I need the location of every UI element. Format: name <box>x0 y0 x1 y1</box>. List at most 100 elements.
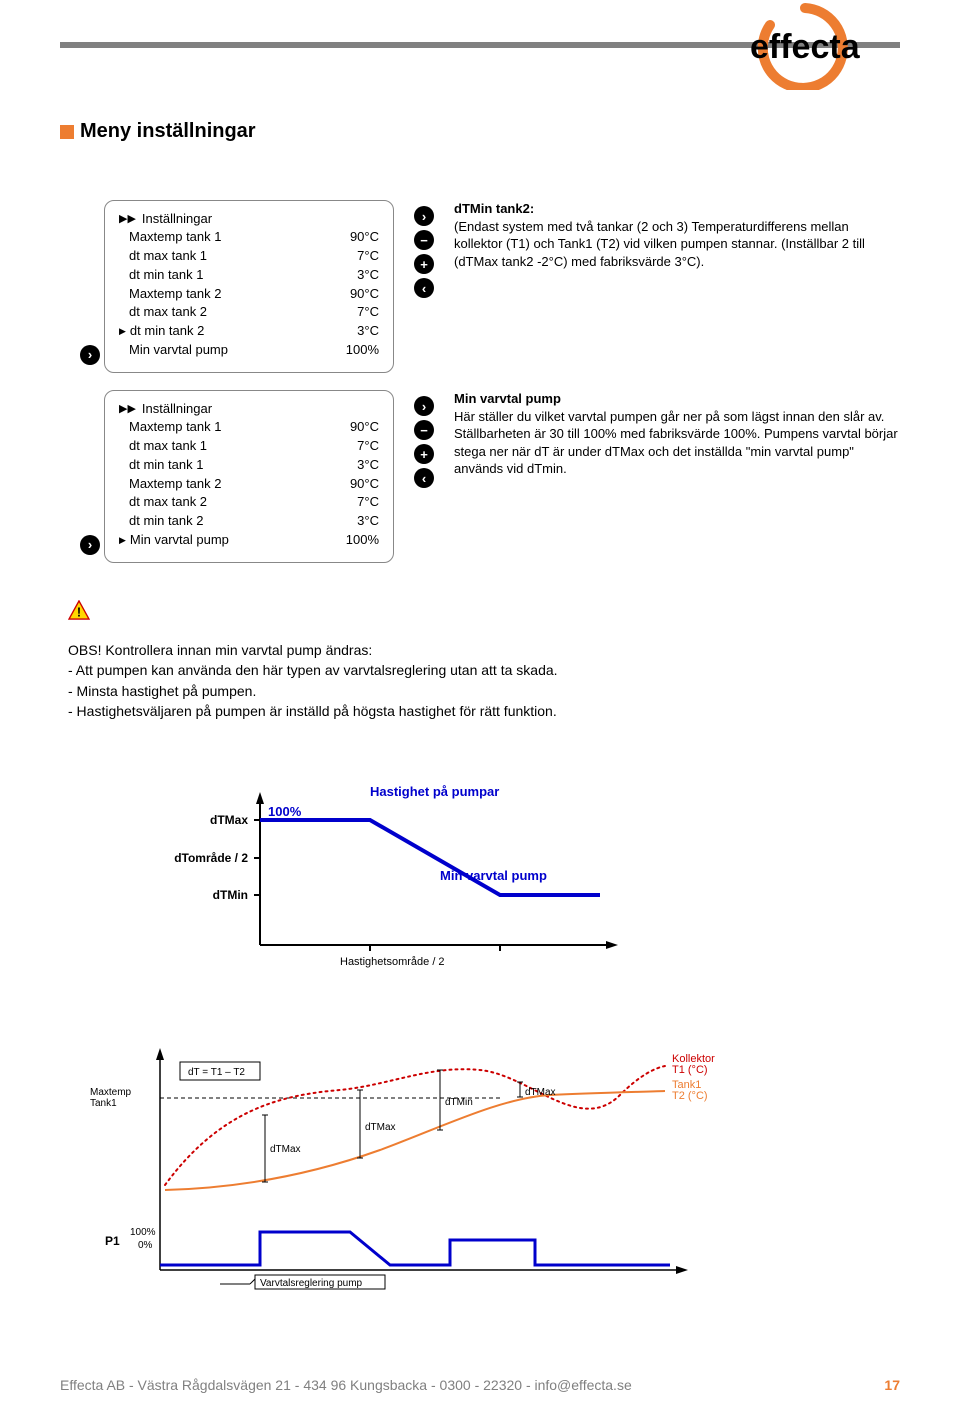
panel-row-value: 90°C <box>350 285 379 304</box>
panel-row-value: 3°C <box>357 266 379 285</box>
panel-row-label: ▶dt min tank 2 <box>119 322 204 341</box>
panel-row-label: Maxtemp tank 1 <box>129 418 222 437</box>
desc-dtmin-tank2: dTMin tank2: (Endast system med två tank… <box>454 200 900 270</box>
panel-row-value: 90°C <box>350 475 379 494</box>
panel-row-label: ▶Min varvtal pump <box>119 531 229 550</box>
panel-row: dt max tank 1 7°C <box>119 437 379 456</box>
pump-regulation-chart: MaxtempTank1 dT = T1 – T2 dTMax dTMax dT… <box>80 1040 730 1300</box>
panel-row: dt min tank 1 3°C <box>119 456 379 475</box>
obs-line2: - Minsta hastighet på pumpen. <box>68 683 256 699</box>
chart1-y100: 100% <box>268 804 302 819</box>
desc-min-varvtal: Min varvtal pump Här ställer du vilket v… <box>454 390 900 478</box>
fast-forward-icon: ▶▶ <box>119 212 136 225</box>
panel-row-value: 100% <box>346 341 379 360</box>
chart2-box-label: dT = T1 – T2 <box>188 1067 245 1078</box>
panel-row: ▶dt min tank 23°C <box>119 322 379 341</box>
panel-row-label: dt min tank 1 <box>129 456 203 475</box>
desc-a-title: dTMin tank2: <box>454 201 534 216</box>
plus-icon[interactable]: + <box>414 444 434 464</box>
chart1-title: Hastighet på pumpar <box>370 784 499 799</box>
chart1-xlabel: Hastighetsområde / 2 <box>340 956 445 968</box>
panel-row-value: 7°C <box>357 437 379 456</box>
chart1-line-label: Min varvtal pump <box>440 868 547 883</box>
panel-row-label: Maxtemp tank 1 <box>129 228 222 247</box>
chevron-left-icon[interactable]: ‹ <box>414 468 434 488</box>
panel-a-left-controls: › <box>80 345 100 373</box>
panel-row-value: 100% <box>346 531 379 550</box>
chart2-dtmax-1: dTMax <box>270 1144 301 1155</box>
panel-row-label: dt max tank 1 <box>129 437 207 456</box>
panel-title: Inställningar <box>142 211 212 226</box>
panel-row: Maxtemp tank 290°C <box>119 285 379 304</box>
chart2-p1-0: 0% <box>138 1240 153 1251</box>
panel-row: dt min tank 2 3°C <box>119 512 379 531</box>
panel-row-label: dt min tank 2 <box>129 512 203 531</box>
warning-icon: ! <box>68 600 90 620</box>
panel-title: Inställningar <box>142 401 212 416</box>
footer-text: Effecta AB - Västra Rågdalsvägen 21 - 43… <box>60 1377 632 1393</box>
row-min-varvtal: › ▶▶InställningarMaxtemp tank 190°Cdt ma… <box>80 390 900 563</box>
desc-b-title: Min varvtal pump <box>454 391 561 406</box>
chevron-right-icon[interactable]: › <box>80 535 100 555</box>
panel-row-label: dt min tank 1 <box>129 266 203 285</box>
chevron-right-icon[interactable]: › <box>414 396 434 416</box>
svg-text:!: ! <box>77 604 81 619</box>
chart1-dtmin: dTMin <box>213 888 248 902</box>
panel-row-value: 7°C <box>357 303 379 322</box>
panel-row: Min varvtal pump 100% <box>119 341 379 360</box>
chart2-p1: P1 <box>105 1234 120 1248</box>
page-footer: Effecta AB - Västra Rågdalsvägen 21 - 43… <box>60 1377 900 1393</box>
panel-row-value: 3°C <box>357 512 379 531</box>
section-bullet-icon <box>60 125 74 139</box>
obs-block: OBS! Kontrollera innan min varvtal pump … <box>68 640 870 721</box>
desc-a-body: (Endast system med två tankar (2 och 3) … <box>454 219 865 269</box>
obs-line3: - Hastighetsväljaren på pumpen är instäl… <box>68 703 557 719</box>
play-icon: ▶ <box>119 325 126 338</box>
panel-row: ▶Min varvtal pump 100% <box>119 531 379 550</box>
chevron-right-icon[interactable]: › <box>80 345 100 365</box>
settings-panel-a: ▶▶InställningarMaxtemp tank 190°Cdt max … <box>104 200 394 373</box>
minus-icon[interactable]: − <box>414 420 434 440</box>
panel-row: dt max tank 1 7°C <box>119 247 379 266</box>
panel-row: Maxtemp tank 190°C <box>119 418 379 437</box>
chart2-p1-100: 100% <box>130 1227 156 1238</box>
panel-a-wrap: › ▶▶InställningarMaxtemp tank 190°Cdt ma… <box>80 200 394 373</box>
chart1-dtmax: dTMax <box>210 813 248 827</box>
settings-panel-b: ▶▶InställningarMaxtemp tank 190°Cdt max … <box>104 390 394 563</box>
play-icon: ▶ <box>119 534 126 547</box>
chart2-tank1: Tank1T2 (°C) <box>672 1079 708 1102</box>
panel-row-value: 7°C <box>357 493 379 512</box>
chevron-left-icon[interactable]: ‹ <box>414 278 434 298</box>
pump-speed-chart: Hastighet på pumpar 100% dTMax dTområde … <box>140 780 660 990</box>
chart2-dtmin: dTMin <box>445 1097 473 1108</box>
chart1-domr: dTområde / 2 <box>174 851 248 865</box>
plus-icon[interactable]: + <box>414 254 434 274</box>
panel-row-label: Maxtemp tank 2 <box>129 475 222 494</box>
minus-icon[interactable]: − <box>414 230 434 250</box>
chart2-maxtemp-label: MaxtempTank1 <box>90 1087 132 1109</box>
panel-row-value: 90°C <box>350 228 379 247</box>
row-dtmin-tank2: › ▶▶InställningarMaxtemp tank 190°Cdt ma… <box>80 200 900 373</box>
panel-row: Maxtemp tank 1 90°C <box>119 228 379 247</box>
panel-row-label: dt max tank 1 <box>129 247 207 266</box>
panel-row-label: Min varvtal pump <box>129 341 228 360</box>
page-number: 17 <box>884 1377 900 1393</box>
panel-row-value: 7°C <box>357 247 379 266</box>
logo-text: effecta <box>750 28 861 66</box>
panel-row: dt min tank 1 3°C <box>119 266 379 285</box>
chevron-right-icon[interactable]: › <box>414 206 434 226</box>
panel-b-wrap: › ▶▶InställningarMaxtemp tank 190°Cdt ma… <box>80 390 394 563</box>
panel-row: dt max tank 2 7°C <box>119 493 379 512</box>
panel-b-left-controls: › <box>80 535 100 563</box>
chart2-kollektor: KollektorT1 (°C) <box>672 1053 715 1076</box>
panel-row-value: 3°C <box>357 456 379 475</box>
panel-row-label: dt max tank 2 <box>129 493 207 512</box>
panel-row: dt max tank 27°C <box>119 303 379 322</box>
fast-forward-icon: ▶▶ <box>119 402 136 415</box>
panel-header: ▶▶ Inställningar <box>119 211 379 226</box>
section-title-text: Meny inställningar <box>80 120 256 142</box>
panel-header: ▶▶ Inställningar <box>119 401 379 416</box>
obs-line1: - Att pumpen kan använda den här typen a… <box>68 662 558 678</box>
panel-row: Maxtemp tank 2 90°C <box>119 475 379 494</box>
obs-lead: OBS! Kontrollera innan min varvtal pump … <box>68 642 372 658</box>
